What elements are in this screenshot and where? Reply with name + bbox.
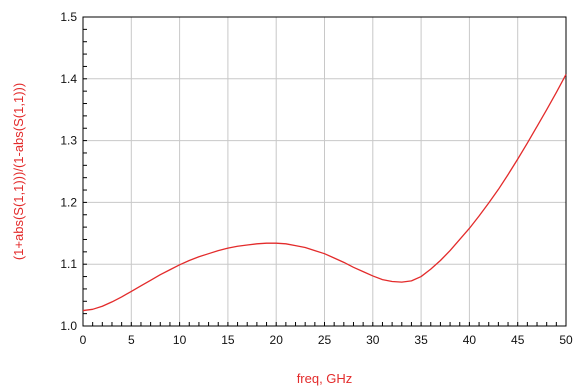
y-tick-label: 1.3 xyxy=(60,134,77,148)
x-tick-label: 45 xyxy=(511,333,525,347)
x-tick-label: 15 xyxy=(221,333,235,347)
plot-border xyxy=(82,16,567,327)
x-tick-label: 40 xyxy=(463,333,477,347)
x-tick-label: 25 xyxy=(318,333,332,347)
x-axis-title: freq, GHz xyxy=(297,371,353,386)
x-tick-label: 30 xyxy=(366,333,380,347)
x-tick-label: 0 xyxy=(80,333,87,347)
x-tick-label: 10 xyxy=(173,333,187,347)
y-tick-label: 1.2 xyxy=(60,195,77,209)
series-layer xyxy=(82,74,567,312)
y-axis-title: (1+abs(S(1,1)))/(1-abs(S(1,1))) xyxy=(11,83,26,260)
y-tick-label: 1.1 xyxy=(60,257,77,271)
plot-frame xyxy=(82,16,567,327)
x-tick-label: 35 xyxy=(414,333,428,347)
y-axis-ticks: 1.0 1.1 1.2 1.3 1.4 1.5 xyxy=(60,10,77,333)
x-tick-label: 50 xyxy=(559,333,573,347)
series-line xyxy=(82,74,567,312)
x-tick-label: 5 xyxy=(128,333,135,347)
y-tick-label: 1.4 xyxy=(60,72,77,86)
y-tick-label: 1.0 xyxy=(60,319,77,333)
y-tick-label: 1.5 xyxy=(60,10,77,24)
x-axis-ticks: 0 5 10 15 20 25 30 35 40 45 50 xyxy=(80,333,573,347)
x-tick-label: 20 xyxy=(270,333,284,347)
grid xyxy=(82,16,567,327)
